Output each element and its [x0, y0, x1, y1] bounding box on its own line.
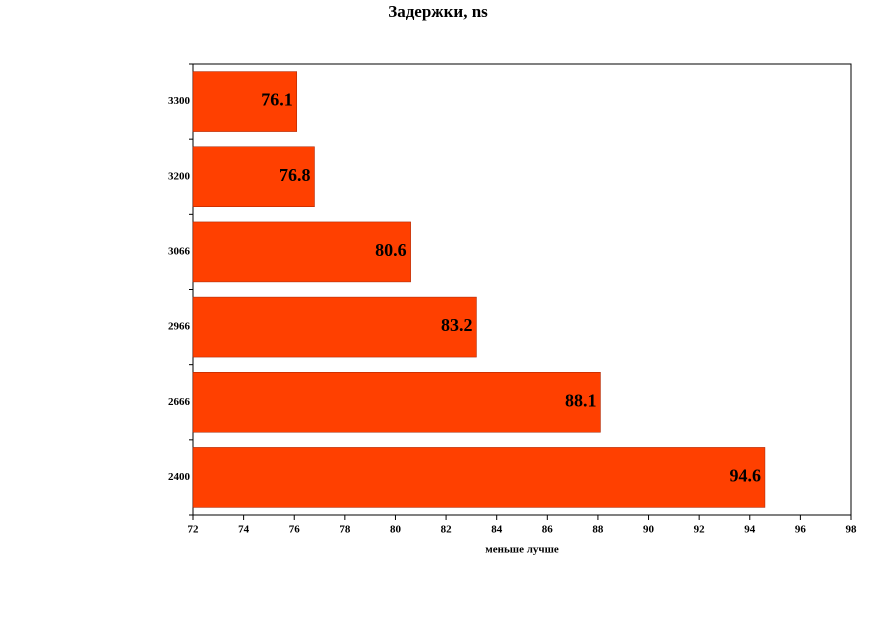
x-tick-label: 92	[694, 524, 706, 536]
y-tick-label: 2966	[168, 321, 191, 333]
x-tick-label: 94	[744, 524, 756, 536]
x-tick-label: 98	[846, 524, 858, 536]
y-tick-label: 2400	[168, 471, 191, 483]
y-tick-label: 3200	[168, 170, 191, 182]
x-tick-label: 84	[491, 524, 503, 536]
value-label: 76.1	[261, 90, 293, 110]
x-tick-label: 90	[643, 524, 655, 536]
x-tick-label: 78	[339, 524, 351, 536]
bar	[192, 447, 766, 508]
x-tick-label: 88	[592, 524, 604, 536]
x-tick-label: 82	[441, 524, 453, 536]
bar	[192, 296, 477, 358]
x-tick-label: 76	[289, 524, 301, 536]
value-label: 83.2	[441, 315, 473, 335]
bar	[192, 146, 315, 207]
x-tick-label: 96	[795, 524, 807, 536]
chart-title: Задержки, ns	[388, 2, 488, 21]
bar	[192, 71, 298, 132]
y-tick-label: 2666	[168, 396, 191, 408]
value-label: 94.6	[729, 466, 761, 486]
value-label: 80.6	[375, 240, 407, 260]
y-tick-label: 3300	[168, 95, 191, 107]
value-label: 88.1	[565, 390, 597, 410]
bar	[192, 372, 601, 433]
y-tick-label: 3066	[168, 245, 191, 257]
x-tick-label: 80	[390, 524, 402, 536]
bar	[192, 221, 411, 283]
x-tick-label: 74	[238, 524, 250, 536]
x-tick-label: 86	[542, 524, 554, 536]
x-tick-label: 72	[188, 524, 200, 536]
x-axis-label: меньше лучше	[485, 544, 559, 556]
value-label: 76.8	[279, 165, 311, 185]
